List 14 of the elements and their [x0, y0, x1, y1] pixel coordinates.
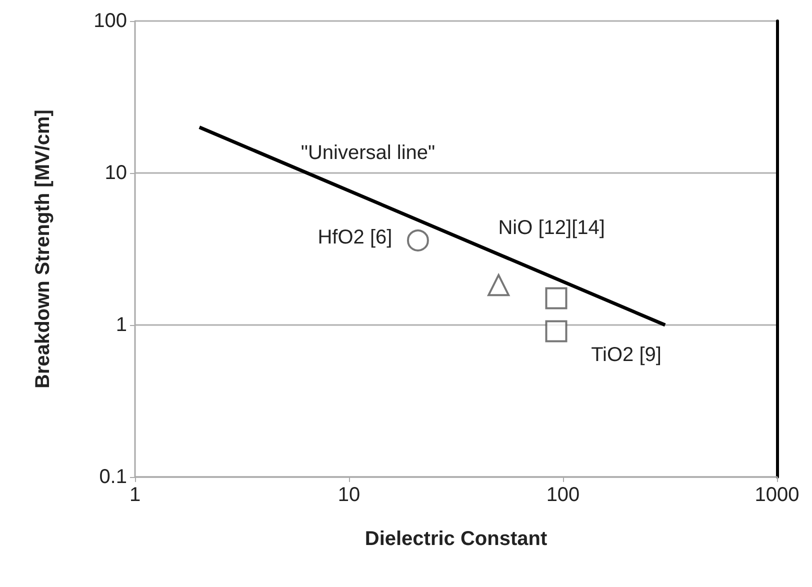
y-tick-label: 0.1 — [99, 466, 127, 488]
y-axis-title: Breakdown Strength [MV/cm] — [32, 110, 54, 388]
annotation: NiO [12][14] — [498, 217, 605, 240]
annotation: "Universal line" — [300, 142, 436, 164]
x-tick-label: 100 — [546, 484, 580, 506]
y-tick-label: 100 — [94, 10, 127, 32]
y-tick-label: 1 — [116, 314, 127, 336]
x-axis-title: Dielectric Constant — [364, 528, 548, 550]
x-tick-label: 10 — [338, 484, 360, 506]
annotation: HfO2 [6] — [318, 226, 392, 248]
x-tick-label: 1000 — [754, 484, 800, 506]
annotation: TiO2 [9] — [591, 344, 662, 366]
x-tick-label: 1 — [129, 484, 141, 506]
y-tick-label: 10 — [104, 162, 127, 184]
